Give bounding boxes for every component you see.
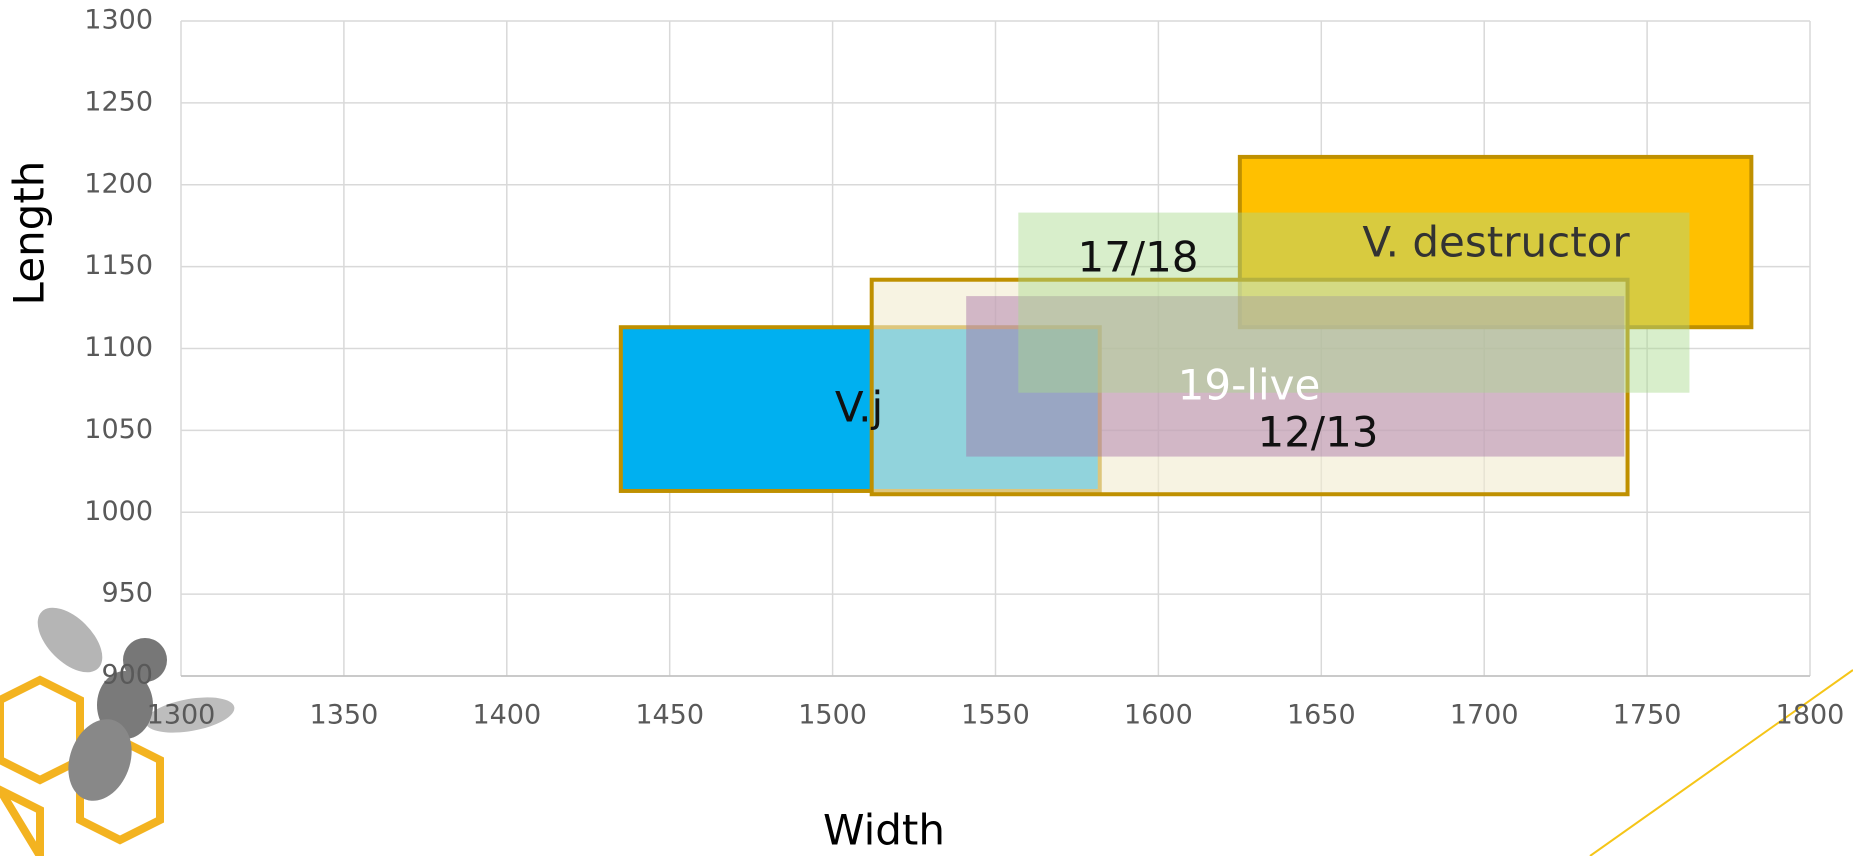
x-tick-label: 1300 bbox=[147, 700, 216, 731]
series-label: V.j bbox=[835, 383, 883, 432]
x-tick-label: 1700 bbox=[1450, 700, 1519, 731]
decoration bbox=[0, 607, 1853, 856]
x-tick-label: 1400 bbox=[472, 700, 541, 731]
y-axis-title: Length bbox=[5, 161, 54, 306]
x-tick-label: 1500 bbox=[798, 700, 867, 731]
x-tick-label: 1350 bbox=[310, 700, 379, 731]
x-tick-label: 1650 bbox=[1287, 700, 1356, 731]
y-tick-label: 900 bbox=[101, 660, 153, 691]
y-tick-label: 1000 bbox=[84, 496, 153, 527]
y-tick-label: 1150 bbox=[84, 250, 153, 281]
range-box bbox=[1018, 212, 1690, 393]
x-tick-label: 1800 bbox=[1776, 700, 1845, 731]
series-label: 12/13 bbox=[1257, 408, 1378, 457]
y-tick-label: 1200 bbox=[84, 168, 153, 199]
y-tick-label: 1050 bbox=[84, 414, 153, 445]
range-box bbox=[966, 296, 1625, 457]
y-tick-label: 1250 bbox=[84, 86, 153, 117]
range-box bbox=[869, 277, 1630, 497]
x-tick-label: 1550 bbox=[961, 700, 1030, 731]
x-tick-label: 1450 bbox=[635, 700, 704, 731]
y-tick-label: 950 bbox=[101, 578, 153, 609]
series-label: 17/18 bbox=[1077, 233, 1198, 282]
x-tick-label: 1750 bbox=[1613, 700, 1682, 731]
series-label: 19-live bbox=[1178, 361, 1321, 410]
y-tick-label: 1100 bbox=[84, 332, 153, 363]
series-label: V. destructor bbox=[1362, 218, 1630, 267]
y-tick-label: 1300 bbox=[84, 5, 153, 36]
x-tick-label: 1600 bbox=[1124, 700, 1193, 731]
x-axis-title: Width bbox=[823, 806, 945, 855]
